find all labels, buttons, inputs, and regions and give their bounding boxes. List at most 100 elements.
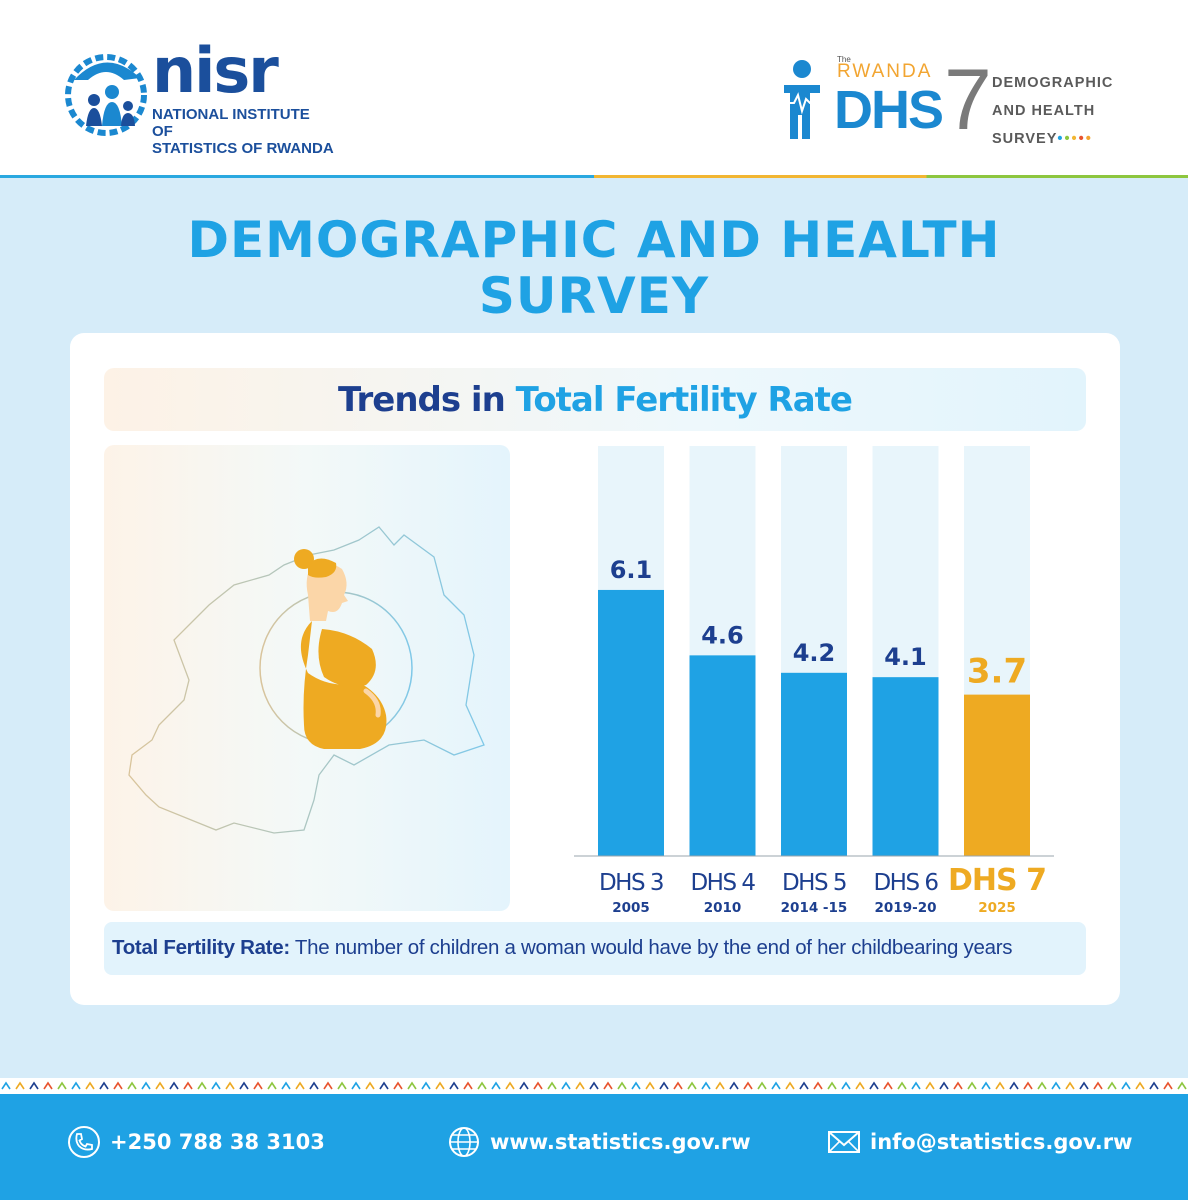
pattern-chevron — [1107, 1081, 1117, 1090]
pattern-chevron — [267, 1081, 277, 1090]
fertility-rate-chart: 6.1 DHS 3 2005 4.6 DHS 4 2010 4.2 DHS 5 2014 -15… — [560, 440, 1080, 920]
nisr-wordmark: nisr — [152, 34, 279, 107]
pattern-chevron — [911, 1081, 921, 1090]
globe-icon — [449, 1127, 479, 1157]
pattern-chevron — [883, 1081, 893, 1090]
pattern-chevron — [869, 1081, 879, 1090]
pattern-chevron — [99, 1081, 109, 1090]
pattern-chevron — [953, 1081, 963, 1090]
footer — [0, 1094, 1188, 1200]
dhs-logo-words: DEMOGRAPHIC AND HEALTH SURVEY••••• — [992, 69, 1113, 153]
page-title: DEMOGRAPHIC AND HEALTH SURVEY — [0, 212, 1188, 324]
pregnant-woman-icon — [294, 549, 387, 749]
footer-website-text: www.statistics.gov.rw — [490, 1130, 751, 1154]
pattern-chevron — [141, 1081, 151, 1090]
definition-text: Total Fertility Rate: The number of chil… — [112, 936, 1087, 960]
category-label-2: DHS 4 — [690, 870, 755, 896]
bar-2 — [689, 655, 756, 856]
chart-title-band — [104, 368, 1086, 431]
dhs-logo-dot-3: • — [1071, 131, 1079, 147]
nisr-emblem-icon — [65, 54, 147, 136]
dhs-logo-dot-4: • — [1078, 131, 1086, 147]
footer-website[interactable]: www.statistics.gov.rw — [446, 1124, 751, 1160]
page-title-line1: DEMOGRAPHIC AND HEALTH — [187, 211, 1001, 269]
rwanda-map-outline — [128, 526, 485, 834]
pregnant-woman-map-illustration — [128, 526, 485, 834]
dhs-logo-the: The — [837, 55, 851, 64]
dhs-logo-line3-text: SURVEY — [992, 131, 1058, 147]
bar-1 — [598, 589, 664, 856]
pattern-chevron — [477, 1081, 487, 1090]
pattern-chevron — [743, 1081, 753, 1090]
pattern-chevron — [589, 1081, 599, 1090]
pattern-chevron — [827, 1081, 837, 1090]
pattern-chevron — [1135, 1081, 1145, 1090]
footer-phone-text: +250 788 38 3103 — [110, 1130, 325, 1154]
bar-4 — [872, 677, 939, 856]
value-label-2: 4.6 — [701, 621, 744, 649]
pattern-chevron — [645, 1081, 655, 1090]
page-title-line2: SURVEY — [478, 267, 710, 325]
pattern-chevron — [295, 1081, 305, 1090]
pattern-chevron — [85, 1081, 95, 1090]
pattern-chevron — [687, 1081, 697, 1090]
chart-title-part1: Trends in — [338, 380, 516, 420]
dhs-logo-dhs: DHS — [834, 80, 944, 140]
pattern-chevron — [715, 1081, 725, 1090]
pattern-chevron — [253, 1081, 263, 1090]
pattern-chevron — [57, 1081, 67, 1090]
pattern-chevron — [575, 1081, 585, 1090]
pattern-chevron — [1009, 1081, 1019, 1090]
pattern-chevron — [925, 1081, 935, 1090]
pattern-chevron — [1177, 1081, 1187, 1090]
dhs-logo-rwanda: RWANDA — [837, 61, 933, 82]
pattern-chevron — [1163, 1081, 1173, 1090]
pattern-chevron — [449, 1081, 459, 1090]
pattern-chevron — [281, 1081, 291, 1090]
pattern-chevron — [995, 1081, 1005, 1090]
pattern-chevron — [659, 1081, 669, 1090]
pattern-chevron — [15, 1081, 25, 1090]
value-label-3: 4.2 — [793, 639, 836, 667]
footer-phone[interactable]: +250 788 38 3103 — [66, 1124, 325, 1160]
pattern-chevron — [505, 1081, 515, 1090]
pattern-chevron — [309, 1081, 319, 1090]
pattern-chevron — [533, 1081, 543, 1090]
pattern-chevron — [771, 1081, 781, 1090]
pattern-chevron — [1121, 1081, 1131, 1090]
header: nisr NATIONAL INSTITUTE OF STATISTICS OF… — [0, 0, 1188, 175]
pattern-chevron — [211, 1081, 221, 1090]
nisr-subtitle: NATIONAL INSTITUTE OF STATISTICS OF RWAN… — [152, 106, 334, 157]
pattern-chevron — [701, 1081, 711, 1090]
pattern-chevron — [519, 1081, 529, 1090]
dhs-figure-icon — [782, 60, 838, 139]
pattern-chevron — [169, 1081, 179, 1090]
pattern-chevron — [855, 1081, 865, 1090]
pattern-chevron — [1149, 1081, 1159, 1090]
category-label-1: DHS 3 — [599, 870, 663, 896]
pattern-chevron — [43, 1081, 53, 1090]
pattern-chevron — [673, 1081, 683, 1090]
pattern-chevron — [785, 1081, 795, 1090]
bar-3 — [781, 672, 847, 856]
pattern-chevron — [561, 1081, 571, 1090]
value-label-5: 3.7 — [967, 652, 1027, 692]
pattern-chevron — [1065, 1081, 1075, 1090]
pattern-chevron — [197, 1081, 207, 1090]
pattern-chevron — [421, 1081, 431, 1090]
dhs7-logo: The RWANDA DHS 7 DEMOGRAPHIC AND HEALTH … — [780, 55, 1140, 155]
definition-term: Total Fertility Rate: — [112, 936, 290, 959]
envelope-icon — [828, 1131, 860, 1153]
dhs-logo-seven: 7 — [944, 52, 992, 148]
pattern-chevron — [337, 1081, 347, 1090]
pattern-chevron — [631, 1081, 641, 1090]
chart-title-part2: Total Fertility Rate — [515, 380, 853, 420]
pattern-chevron — [939, 1081, 949, 1090]
pattern-chevron — [323, 1081, 333, 1090]
footer-email[interactable]: info@statistics.gov.rw — [826, 1124, 1133, 1160]
pattern-chevron — [617, 1081, 627, 1090]
year-label-3: 2014 -15 — [781, 900, 848, 916]
year-label-4: 2019-20 — [875, 900, 937, 916]
pattern-chevron — [1079, 1081, 1089, 1090]
pattern-chevron — [547, 1081, 557, 1090]
